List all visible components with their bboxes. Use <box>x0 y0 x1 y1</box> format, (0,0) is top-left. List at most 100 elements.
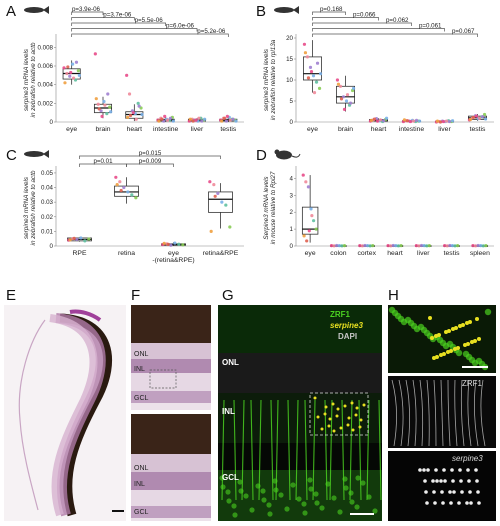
data-point <box>414 244 418 248</box>
data-point <box>188 117 192 121</box>
data-point <box>372 117 377 121</box>
glia-fiber <box>366 399 370 501</box>
retina-section-top: ONL INL GCL <box>131 305 211 410</box>
zebrafish-icon <box>274 6 299 14</box>
data-point <box>225 114 229 118</box>
zrf1-fiber <box>454 379 458 447</box>
data-point <box>114 175 118 179</box>
data-point <box>456 244 460 248</box>
glia-endfoot <box>307 477 313 483</box>
data-point <box>93 52 97 56</box>
data-point <box>68 74 72 78</box>
data-point <box>335 78 340 82</box>
glia-endfoot <box>255 483 261 489</box>
significance-bracket <box>79 155 221 159</box>
data-point <box>74 60 79 64</box>
glia-endfoot <box>249 507 255 513</box>
significance-bracket <box>71 33 229 37</box>
y-tick-label: 0.01 <box>41 228 54 235</box>
y-tick-label: 2 <box>290 209 294 216</box>
layer-label-onl-f2: ONL <box>134 465 149 472</box>
category-label: brain <box>95 126 110 133</box>
significance-bracket <box>312 17 379 21</box>
data-point <box>384 116 389 120</box>
serpine3-puncta <box>474 468 478 472</box>
data-point <box>369 118 374 122</box>
data-point <box>209 229 213 233</box>
p-value-label: p=5.5e-06 <box>135 17 164 24</box>
data-point <box>203 117 207 121</box>
fluorescence-closeup-merge <box>388 305 496 373</box>
category-label: testis <box>470 126 486 133</box>
y-tick-label: 4 <box>290 175 294 182</box>
data-point <box>329 244 334 248</box>
data-point <box>302 42 307 46</box>
data-point <box>69 70 73 75</box>
data-point <box>128 113 133 118</box>
serpine3-puncta <box>450 468 454 472</box>
glia-endfoot <box>308 486 314 492</box>
glia-endfoot <box>267 511 273 517</box>
data-point <box>105 112 109 116</box>
data-point <box>340 244 344 248</box>
category-label: testis <box>444 250 460 257</box>
panel-letter-a: A <box>6 3 16 20</box>
glia-endfoot <box>232 512 238 518</box>
data-point <box>63 81 67 85</box>
glia-fiber <box>221 399 225 501</box>
serpine3-signal <box>451 327 455 331</box>
data-point <box>94 97 98 101</box>
category-label: eye <box>66 126 77 133</box>
category-label: brain <box>338 126 353 133</box>
layer-label-inl-f: INL <box>134 366 145 373</box>
serpine3-puncta <box>460 490 464 494</box>
serpine3-signal <box>463 343 467 347</box>
serpine3-signal <box>475 317 479 321</box>
serpine3-signal <box>432 356 436 360</box>
glia-endfoot <box>372 508 378 514</box>
data-point <box>163 114 167 118</box>
chart-b: 0 5 10 15 20 serpine3 mRNA levels in zebrafish… <box>263 6 494 133</box>
scale-bar <box>350 513 374 515</box>
y-tick-label: 0 <box>290 119 294 126</box>
data-point <box>365 244 370 248</box>
serpine3-signal <box>470 340 474 344</box>
y-tick-label: 0.03 <box>41 199 54 206</box>
zrf1-signal <box>471 359 479 367</box>
chart-a: 0 0.002 0.004 0.006 0.008 serpine3 mRNA level… <box>23 6 244 133</box>
data-point <box>443 244 447 248</box>
data-point <box>317 86 322 90</box>
serpine3-puncta <box>451 479 455 483</box>
glia-endfoot <box>284 506 290 512</box>
y-axis-label: in mouse relative to Rpl27 <box>270 171 277 244</box>
glia-endfoot <box>237 479 243 485</box>
p-value-label: p=5.2e-06 <box>197 28 226 35</box>
category-label: retina <box>118 250 135 257</box>
data-point <box>305 55 310 59</box>
data-point <box>447 119 452 124</box>
data-point <box>137 104 141 108</box>
data-point <box>102 99 106 104</box>
panel-letter-g: G <box>222 287 234 304</box>
data-point <box>389 244 393 248</box>
fluorescence-image-g: ZRF1 serpine3 DAPI ONL INL GCL <box>218 305 382 521</box>
category-label: heart <box>387 250 403 257</box>
data-point <box>482 112 487 117</box>
zrf1-fiber <box>405 379 410 447</box>
box-eye <box>301 206 319 235</box>
data-point <box>160 117 164 121</box>
y-tick-label: 0.002 <box>38 100 54 107</box>
y-axis-label: in zebrafish relative to rpl13a <box>270 39 277 120</box>
data-point <box>122 185 126 190</box>
legend-zrf1: ZRF1 <box>330 310 351 319</box>
serpine3-puncta <box>448 490 452 494</box>
data-point <box>140 112 144 117</box>
layer-label-inl-g: INL <box>222 407 235 416</box>
y-tick-label: 0 <box>290 243 294 250</box>
data-point <box>165 118 170 122</box>
data-point <box>481 244 485 248</box>
y-tick-label: 3 <box>290 192 294 199</box>
serpine3-signal <box>328 417 332 421</box>
serpine3-signal <box>346 423 350 427</box>
data-point <box>312 219 316 223</box>
